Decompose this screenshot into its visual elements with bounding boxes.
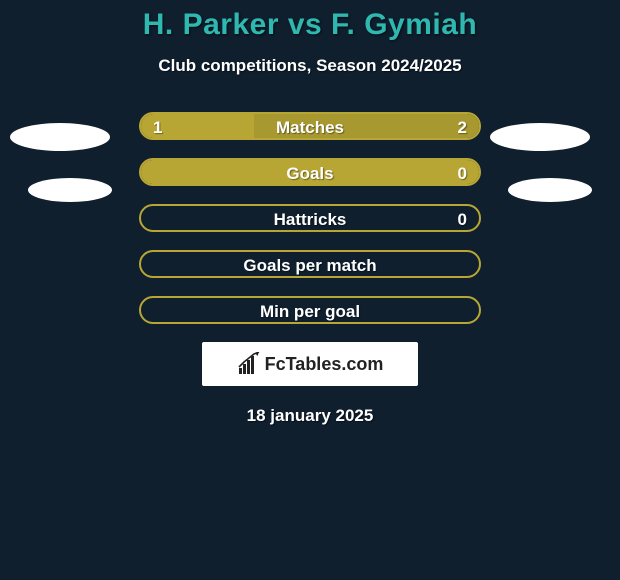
bar-fill-left [141,160,479,184]
stat-bar: Goals per match [139,250,481,278]
stat-row: Min per goal [0,296,620,324]
date-text: 18 january 2025 [0,406,620,426]
stat-row: Goals per match [0,250,620,278]
brand-text: FcTables.com [265,354,384,375]
stat-value-right: 2 [458,114,467,140]
stat-row: 0Hattricks [0,204,620,232]
stat-value-right: 0 [458,160,467,186]
page-title: H. Parker vs F. Gymiah [0,0,620,42]
stat-bar: 0Hattricks [139,204,481,232]
stat-label: Hattricks [141,206,479,232]
stat-label: Min per goal [141,298,479,324]
stat-value-right: 0 [458,206,467,232]
stat-row: 12Matches [0,112,620,140]
bar-fill-right [254,114,479,138]
stat-bar: 0Goals [139,158,481,186]
stat-label: Goals per match [141,252,479,278]
comparison-card: H. Parker vs F. Gymiah Club competitions… [0,0,620,580]
stat-bar: 12Matches [139,112,481,140]
stat-bar: Min per goal [139,296,481,324]
brand-box: FcTables.com [202,342,418,386]
stat-row: 0Goals [0,158,620,186]
fctables-icon [237,352,261,376]
stat-value-left: 1 [153,114,162,140]
subtitle: Club competitions, Season 2024/2025 [0,56,620,76]
